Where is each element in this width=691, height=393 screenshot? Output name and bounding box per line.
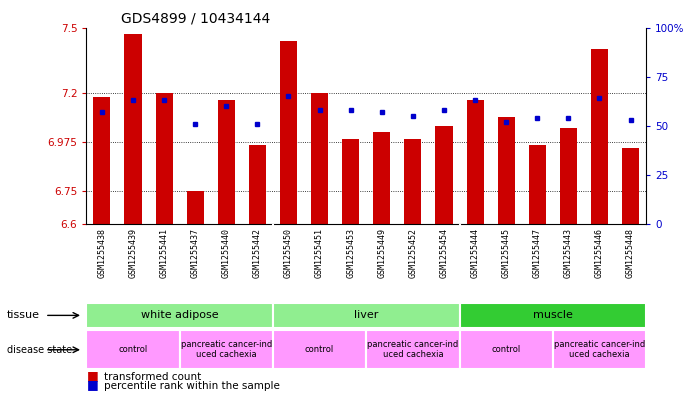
Text: GSM1255437: GSM1255437: [191, 228, 200, 278]
Bar: [218, 99, 235, 224]
Text: GSM1255449: GSM1255449: [377, 228, 386, 278]
Text: ■: ■: [86, 378, 98, 391]
Bar: [124, 34, 142, 224]
Text: disease state: disease state: [7, 345, 72, 355]
Bar: [373, 132, 390, 224]
Bar: [249, 145, 266, 224]
Bar: [86, 303, 273, 328]
Text: GSM1255439: GSM1255439: [129, 228, 138, 278]
Bar: [466, 99, 484, 224]
Text: pancreatic cancer-ind
uced cachexia: pancreatic cancer-ind uced cachexia: [367, 340, 459, 360]
Text: GSM1255454: GSM1255454: [439, 228, 448, 278]
Bar: [180, 330, 273, 369]
Bar: [553, 330, 646, 369]
Text: GSM1255451: GSM1255451: [315, 228, 324, 278]
Bar: [435, 126, 453, 224]
Text: GSM1255442: GSM1255442: [253, 228, 262, 278]
Text: GDS4899 / 10434144: GDS4899 / 10434144: [121, 12, 270, 26]
Text: GSM1255441: GSM1255441: [160, 228, 169, 278]
Text: GSM1255444: GSM1255444: [471, 228, 480, 278]
Text: tissue: tissue: [7, 310, 40, 320]
Text: GSM1255450: GSM1255450: [284, 228, 293, 278]
Text: percentile rank within the sample: percentile rank within the sample: [104, 381, 280, 391]
Bar: [498, 117, 515, 224]
Text: GSM1255453: GSM1255453: [346, 228, 355, 278]
Bar: [93, 97, 111, 224]
Text: GSM1255440: GSM1255440: [222, 228, 231, 278]
Text: control: control: [118, 345, 148, 354]
Text: liver: liver: [354, 310, 379, 320]
Text: GSM1255445: GSM1255445: [502, 228, 511, 278]
Bar: [560, 128, 577, 224]
Text: ■: ■: [86, 369, 98, 382]
Text: transformed count: transformed count: [104, 372, 201, 382]
Bar: [86, 330, 180, 369]
Bar: [366, 330, 460, 369]
Text: pancreatic cancer-ind
uced cachexia: pancreatic cancer-ind uced cachexia: [553, 340, 645, 360]
Text: GSM1255447: GSM1255447: [533, 228, 542, 278]
Text: control: control: [305, 345, 334, 354]
Text: GSM1255448: GSM1255448: [626, 228, 635, 278]
Bar: [622, 148, 639, 224]
Bar: [591, 50, 608, 224]
Bar: [280, 40, 297, 224]
Bar: [187, 191, 204, 224]
Text: GSM1255452: GSM1255452: [408, 228, 417, 278]
Bar: [311, 93, 328, 224]
Text: white adipose: white adipose: [141, 310, 218, 320]
Text: GSM1255446: GSM1255446: [595, 228, 604, 278]
Bar: [273, 330, 366, 369]
Bar: [342, 139, 359, 224]
Bar: [529, 145, 546, 224]
Text: GSM1255438: GSM1255438: [97, 228, 106, 278]
Text: muscle: muscle: [533, 310, 573, 320]
Bar: [404, 139, 422, 224]
Bar: [155, 93, 173, 224]
Text: control: control: [491, 345, 521, 354]
Text: pancreatic cancer-ind
uced cachexia: pancreatic cancer-ind uced cachexia: [180, 340, 272, 360]
Text: GSM1255443: GSM1255443: [564, 228, 573, 278]
Bar: [273, 303, 460, 328]
Bar: [460, 303, 646, 328]
Bar: [460, 330, 553, 369]
